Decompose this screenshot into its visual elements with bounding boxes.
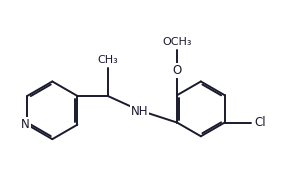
Text: O: O xyxy=(173,64,182,77)
Text: Cl: Cl xyxy=(254,116,266,129)
Text: NH: NH xyxy=(131,105,148,118)
Text: N: N xyxy=(21,118,30,131)
Text: CH₃: CH₃ xyxy=(97,55,118,65)
Text: OCH₃: OCH₃ xyxy=(162,37,192,47)
